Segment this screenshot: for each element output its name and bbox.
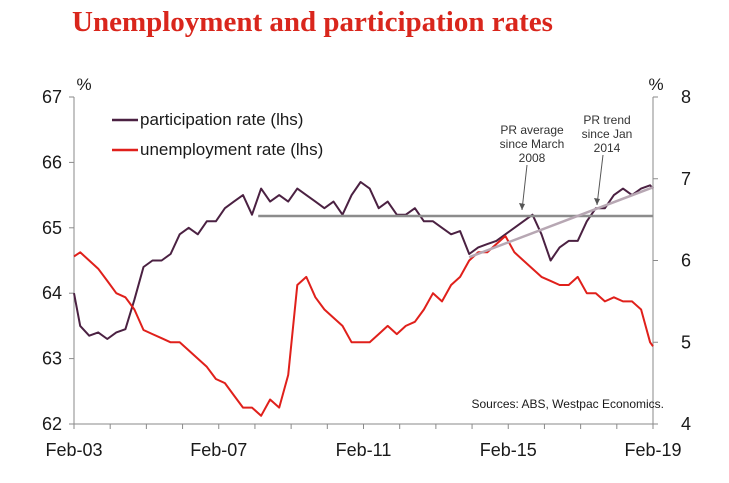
- annotations: PR average since March 2008 PR trend since J…: [500, 113, 633, 211]
- annotation-arrowhead: [519, 203, 525, 210]
- series-lines: [73, 181, 654, 417]
- annotation-line: 2014: [594, 141, 621, 155]
- annotation-text: PR average since March 2008: [500, 123, 565, 165]
- left-tick-label: 62: [42, 414, 62, 434]
- x-tick-label: Feb-19: [624, 440, 681, 460]
- left-tick-label: 66: [42, 152, 62, 172]
- annotation-line: PR trend: [583, 113, 630, 127]
- x-tick-label: Feb-15: [480, 440, 537, 460]
- legend-label: unemployment rate (lhs): [140, 140, 323, 159]
- left-tick-label: 65: [42, 218, 62, 238]
- right-tick-label: 6: [681, 251, 691, 271]
- annotation-arrow: [521, 164, 528, 211]
- left-tick-label: 67: [42, 87, 62, 107]
- x-tick-label: Feb-11: [336, 440, 392, 460]
- right-tick-label: 4: [681, 414, 691, 434]
- legend: participation rate (lhs) unemployment rat…: [112, 110, 323, 159]
- right-tick-label: 7: [681, 169, 691, 189]
- x-tick-label: Feb-07: [190, 440, 247, 460]
- annotation-arrow: [596, 154, 604, 206]
- legend-label: participation rate (lhs): [140, 110, 303, 129]
- annotation-arrowhead: [594, 198, 600, 205]
- series-line-0: [73, 181, 654, 340]
- right-tick-label: 5: [681, 332, 691, 352]
- annotation-line: since Jan: [582, 127, 633, 141]
- left-unit-label: %: [76, 75, 91, 94]
- series-line-1: [73, 235, 654, 417]
- left-tick-label: 63: [42, 349, 62, 369]
- annotation-line: since March: [500, 137, 565, 151]
- right-tick-label: 8: [681, 87, 691, 107]
- source-note: Sources: ABS, Westpac Economics.: [471, 397, 664, 411]
- annotation-line: 2008: [519, 151, 546, 165]
- right-unit-label: %: [648, 75, 663, 94]
- series-line-3: [468, 186, 654, 259]
- annotation-line: PR average: [500, 123, 564, 137]
- chart-title: Unemployment and participation rates: [72, 6, 553, 38]
- x-tick-label: Feb-03: [45, 440, 102, 460]
- axes: [69, 96, 658, 429]
- left-tick-label: 64: [42, 283, 62, 303]
- annotation-text: PR trend since Jan 2014: [582, 113, 633, 155]
